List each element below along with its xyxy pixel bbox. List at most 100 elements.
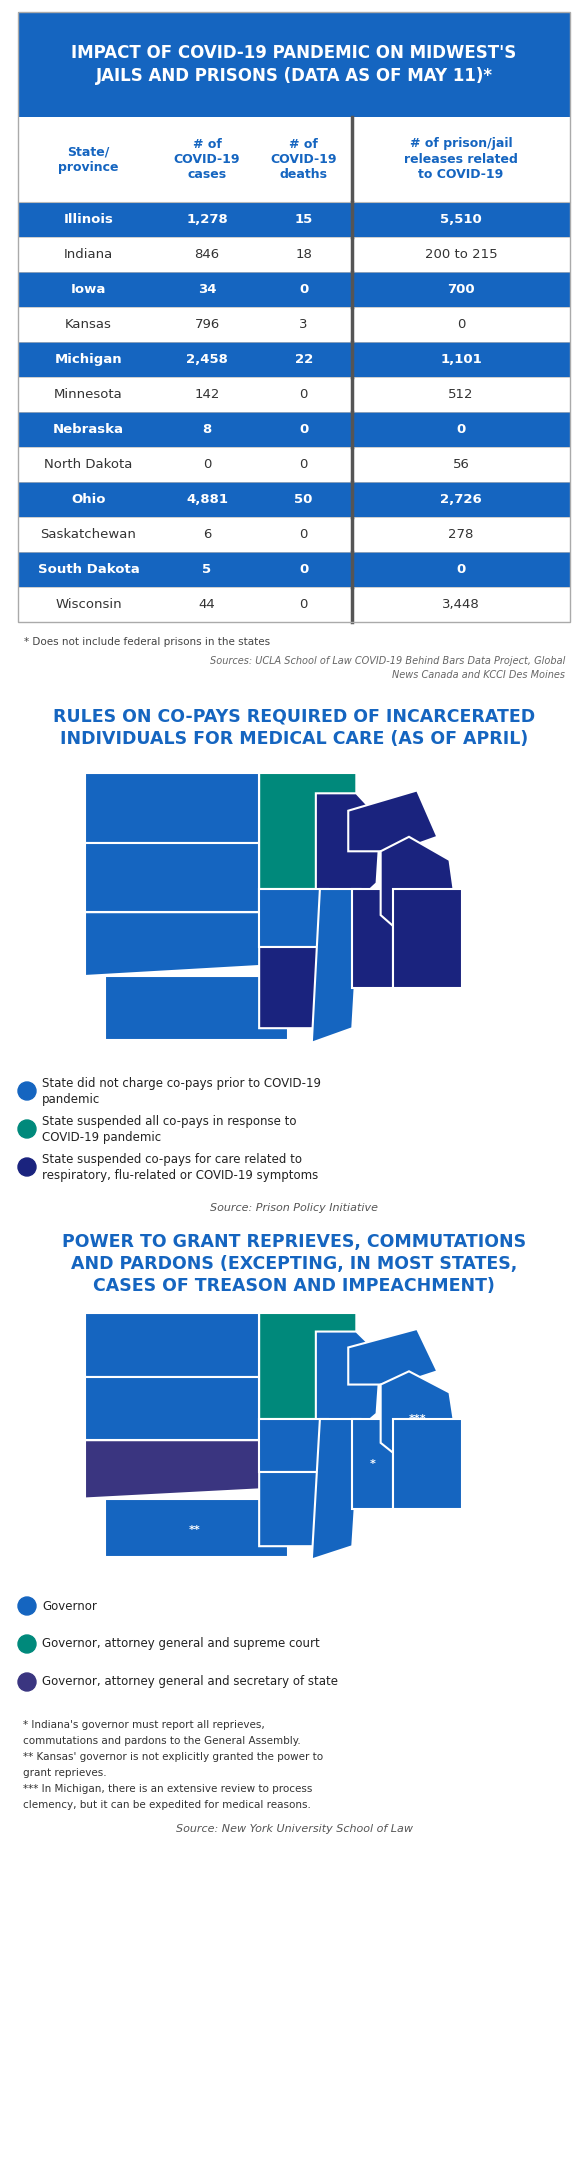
Circle shape: [18, 1598, 36, 1615]
Circle shape: [18, 1159, 36, 1176]
Bar: [18, 551, 570, 588]
Bar: [18, 376, 570, 413]
Polygon shape: [85, 1377, 259, 1440]
Text: * Indiana's governor must report all reprieves,: * Indiana's governor must report all rep…: [23, 1721, 265, 1730]
Text: Indiana: Indiana: [64, 249, 113, 262]
Text: # of prison/jail
releases related
to COVID-19: # of prison/jail releases related to COV…: [404, 138, 518, 182]
Text: Iowa: Iowa: [71, 283, 106, 296]
Polygon shape: [312, 889, 360, 1042]
Text: Governor, attorney general and secretary of state: Governor, attorney general and secretary…: [42, 1676, 338, 1689]
Text: Michigan: Michigan: [55, 352, 122, 365]
Text: Governor: Governor: [42, 1600, 97, 1613]
Text: 44: 44: [199, 599, 215, 612]
Text: Nebraska: Nebraska: [53, 424, 124, 437]
Text: Source: Prison Policy Initiative: Source: Prison Policy Initiative: [210, 1202, 378, 1213]
Bar: [18, 517, 570, 551]
Bar: [18, 588, 570, 623]
Text: 142: 142: [195, 387, 220, 400]
Text: # of
COVID-19
deaths: # of COVID-19 deaths: [270, 138, 337, 182]
Text: Sources: UCLA School of Law COVID-19 Behind Bars Data Project, Global
News Canad: Sources: UCLA School of Law COVID-19 Beh…: [210, 657, 565, 679]
Text: ***: ***: [408, 1414, 426, 1425]
Text: 5: 5: [202, 562, 212, 575]
Text: Kansas: Kansas: [65, 318, 112, 331]
Bar: [18, 117, 570, 201]
Text: IMPACT OF COVID-19 PANDEMIC ON MIDWEST'S
JAILS AND PRISONS (DATA AS OF MAY 11)*: IMPACT OF COVID-19 PANDEMIC ON MIDWEST'S…: [71, 43, 517, 84]
Polygon shape: [259, 1312, 356, 1418]
Text: South Dakota: South Dakota: [38, 562, 139, 575]
Text: clemency, but it can be expedited for medical reasons.: clemency, but it can be expedited for me…: [23, 1801, 311, 1810]
Polygon shape: [259, 774, 356, 889]
Polygon shape: [259, 889, 328, 947]
Text: 0: 0: [299, 387, 308, 400]
Polygon shape: [352, 1418, 393, 1509]
Polygon shape: [380, 1371, 457, 1472]
Text: 200 to 215: 200 to 215: [425, 249, 497, 262]
Polygon shape: [393, 1418, 462, 1509]
Text: 1,278: 1,278: [186, 214, 228, 227]
Text: 18: 18: [295, 249, 312, 262]
Polygon shape: [393, 889, 462, 988]
Text: 0: 0: [456, 562, 466, 575]
Polygon shape: [85, 843, 259, 912]
Text: Ohio: Ohio: [71, 493, 106, 506]
Text: 15: 15: [295, 214, 313, 227]
Text: 512: 512: [448, 387, 474, 400]
Polygon shape: [348, 791, 437, 852]
Text: commutations and pardons to the General Assembly.: commutations and pardons to the General …: [23, 1736, 300, 1747]
Polygon shape: [105, 975, 288, 1040]
Text: 56: 56: [453, 458, 469, 471]
Text: 796: 796: [195, 318, 220, 331]
Bar: [18, 413, 570, 448]
Text: RULES ON CO-PAYS REQUIRED OF INCARCERATED
INDIVIDUALS FOR MEDICAL CARE (AS OF AP: RULES ON CO-PAYS REQUIRED OF INCARCERATE…: [53, 707, 535, 748]
Text: 0: 0: [203, 458, 211, 471]
Text: 0: 0: [299, 424, 308, 437]
Text: 0: 0: [457, 318, 465, 331]
Text: 0: 0: [299, 599, 308, 612]
Text: 0: 0: [456, 424, 466, 437]
Text: 3: 3: [299, 318, 308, 331]
Text: Governor, attorney general and supreme court: Governor, attorney general and supreme c…: [42, 1637, 320, 1650]
Text: 34: 34: [198, 283, 216, 296]
Text: North Dakota: North Dakota: [44, 458, 132, 471]
Text: * Does not include federal prisons in the states: * Does not include federal prisons in th…: [24, 638, 270, 646]
Polygon shape: [259, 1418, 328, 1472]
Text: State suspended co-pays for care related to
respiratory, flu-related or COVID-19: State suspended co-pays for care related…: [42, 1152, 318, 1180]
Text: 8: 8: [202, 424, 212, 437]
Text: State did not charge co-pays prior to COVID-19
pandemic: State did not charge co-pays prior to CO…: [42, 1077, 321, 1105]
Text: Wisconsin: Wisconsin: [55, 599, 122, 612]
Polygon shape: [85, 912, 288, 975]
Polygon shape: [85, 1312, 259, 1377]
Text: Saskatchewan: Saskatchewan: [41, 528, 136, 540]
Text: 0: 0: [299, 528, 308, 540]
Polygon shape: [312, 1418, 360, 1559]
Text: 3,448: 3,448: [442, 599, 480, 612]
Text: 0: 0: [299, 562, 308, 575]
Text: POWER TO GRANT REPRIEVES, COMMUTATIONS
AND PARDONS (EXCEPTING, IN MOST STATES,
C: POWER TO GRANT REPRIEVES, COMMUTATIONS A…: [62, 1232, 526, 1295]
Bar: [18, 342, 570, 376]
Text: ** Kansas' governor is not explicitly granted the power to: ** Kansas' governor is not explicitly gr…: [23, 1751, 323, 1762]
Polygon shape: [316, 1332, 380, 1438]
Text: grant reprieves.: grant reprieves.: [23, 1769, 106, 1777]
Text: 4,881: 4,881: [186, 493, 228, 506]
Text: 278: 278: [448, 528, 474, 540]
Polygon shape: [380, 837, 457, 947]
Circle shape: [18, 1634, 36, 1654]
Bar: [18, 272, 570, 307]
Text: 700: 700: [447, 283, 475, 296]
Polygon shape: [85, 774, 259, 843]
Text: Illinois: Illinois: [64, 214, 113, 227]
Polygon shape: [85, 1440, 288, 1498]
Bar: [18, 307, 570, 342]
Text: 5,510: 5,510: [440, 214, 482, 227]
Polygon shape: [259, 1472, 336, 1546]
Text: Source: New York University School of Law: Source: New York University School of La…: [175, 1825, 413, 1833]
Text: 1,101: 1,101: [440, 352, 482, 365]
Bar: [18, 13, 570, 623]
Text: *** In Michigan, there is an extensive review to process: *** In Michigan, there is an extensive r…: [23, 1784, 312, 1794]
Text: 50: 50: [295, 493, 313, 506]
Text: 2,726: 2,726: [440, 493, 482, 506]
Text: **: **: [189, 1526, 201, 1535]
Circle shape: [18, 1120, 36, 1137]
Polygon shape: [348, 1330, 437, 1384]
Polygon shape: [352, 889, 393, 988]
